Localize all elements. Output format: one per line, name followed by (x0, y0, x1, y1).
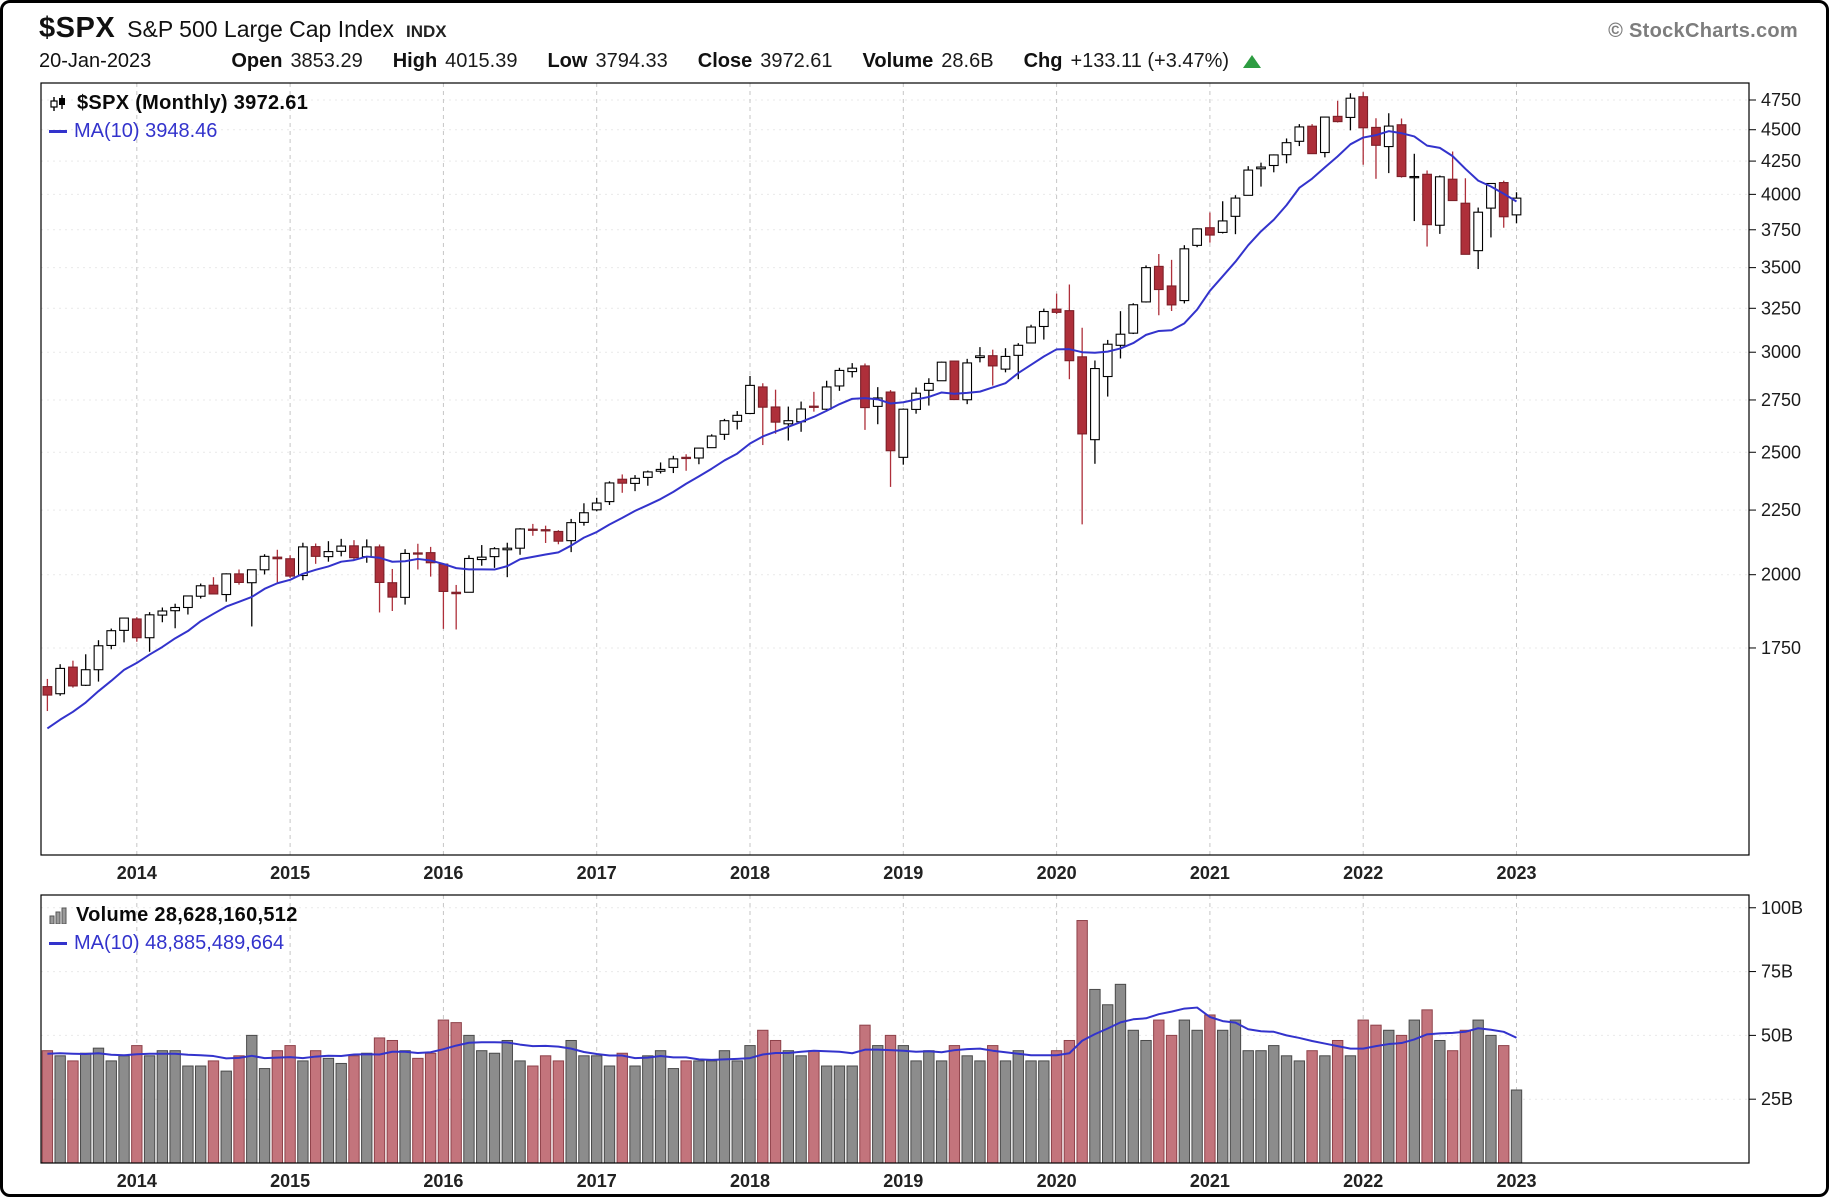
candlestick-icon (49, 94, 69, 112)
volume-bars (41, 920, 1523, 1164)
svg-text:2019: 2019 (883, 1171, 923, 1191)
chart-header: $SPX S&P 500 Large Cap Index INDX © StockC… (39, 12, 1798, 45)
symbol-name: S&P 500 Large Cap Index (127, 16, 394, 42)
svg-text:2018: 2018 (730, 863, 770, 883)
svg-text:2017: 2017 (577, 1171, 617, 1191)
change-up-triangle-icon (1243, 55, 1262, 68)
svg-text:2000: 2000 (1761, 565, 1801, 585)
svg-text:2014: 2014 (117, 1171, 157, 1191)
quote-close: Close 3972.61 (697, 50, 833, 72)
grid-layer (41, 83, 1749, 1163)
symbol-title-group: $SPX S&P 500 Large Cap Index INDX (39, 12, 447, 45)
svg-text:2021: 2021 (1190, 1171, 1230, 1191)
volume-bars-icon (49, 907, 68, 924)
volume-ma-legend-row: MA(10) 48,885,489,664 (49, 929, 298, 957)
svg-text:2250: 2250 (1761, 500, 1801, 520)
quote-open: Open 3853.29 (231, 50, 363, 72)
svg-text:4750: 4750 (1761, 90, 1801, 110)
quote-row: 20-Jan-2023 Open 3853.29 High 4015.39 Low 379… (39, 50, 1262, 73)
svg-text:2014: 2014 (117, 863, 157, 883)
svg-text:2023: 2023 (1496, 1171, 1536, 1191)
svg-text:2022: 2022 (1343, 863, 1383, 883)
volume-legend-label: Volume 28,628,160,512 (76, 903, 298, 926)
svg-text:2020: 2020 (1037, 1171, 1077, 1191)
svg-text:2750: 2750 (1761, 390, 1801, 410)
quote-volume: Volume 28.6B (862, 50, 994, 72)
volume-ma-label: MA(10) 48,885,489,664 (74, 931, 285, 954)
quote-high: High 4015.39 (392, 50, 518, 72)
price-legend-series-row: $SPX (Monthly) 3972.61 (49, 89, 308, 117)
quote-fields: Open 3853.29 High 4015.39 Low 3794.33 Close 397… (231, 50, 1229, 73)
svg-text:1750: 1750 (1761, 638, 1801, 658)
pane-frames (40, 82, 1750, 1164)
axis-labels: 4750 4500 4250 4000 3750 3500 3250 3000 2750 2500… (1749, 90, 1803, 1109)
svg-text:50B: 50B (1761, 1025, 1793, 1045)
exchange-label: INDX (406, 22, 447, 41)
svg-text:4500: 4500 (1761, 120, 1801, 140)
svg-text:2016: 2016 (423, 1171, 463, 1191)
volume-legend: Volume 28,628,160,512 MA(10) 48,885,489,… (49, 901, 298, 957)
svg-text:2018: 2018 (730, 1171, 770, 1191)
svg-text:25B: 25B (1761, 1089, 1793, 1109)
svg-text:2016: 2016 (423, 863, 463, 883)
volume-ma-line-swatch (49, 941, 67, 945)
stockcharts-copyright: © StockCharts.com (1608, 20, 1798, 42)
svg-text:2015: 2015 (270, 863, 310, 883)
svg-text:100B: 100B (1761, 898, 1803, 918)
svg-text:3000: 3000 (1761, 342, 1801, 362)
svg-text:4000: 4000 (1761, 184, 1801, 204)
svg-text:2017: 2017 (577, 863, 617, 883)
year-labels: 2014 2014 2015 2015 2016 2016 2017 2017 2018 2018… (117, 863, 1537, 1191)
price-ma-label: MA(10) 3948.46 (74, 119, 218, 142)
price-legend-label: $SPX (Monthly) 3972.61 (77, 91, 309, 114)
volume-legend-series-row: Volume 28,628,160,512 (49, 901, 298, 929)
svg-text:2022: 2022 (1343, 1171, 1383, 1191)
price-legend: $SPX (Monthly) 3972.61 MA(10) 3948.46 (49, 89, 308, 145)
quote-low: Low 3794.33 (547, 50, 668, 72)
symbol: $SPX (39, 12, 116, 44)
svg-text:2500: 2500 (1761, 442, 1801, 462)
svg-text:2021: 2021 (1190, 863, 1230, 883)
svg-text:3500: 3500 (1761, 258, 1801, 278)
svg-text:2023: 2023 (1496, 863, 1536, 883)
chart-canvas: 4750 4500 4250 4000 3750 3500 3250 3000 2750 2500… (40, 82, 1803, 1191)
svg-text:2015: 2015 (270, 1171, 310, 1191)
quote-chg: Chg +133.11 (+3.47%) (1023, 50, 1230, 72)
ma-line-swatch (49, 129, 67, 133)
svg-text:3250: 3250 (1761, 298, 1801, 318)
svg-text:3750: 3750 (1761, 220, 1801, 240)
svg-text:2020: 2020 (1037, 863, 1077, 883)
svg-text:4250: 4250 (1761, 151, 1801, 171)
quote-date: 20-Jan-2023 (39, 50, 152, 72)
price-ma-legend-row: MA(10) 3948.46 (49, 117, 308, 145)
svg-text:2019: 2019 (883, 863, 923, 883)
ma-overlays (46, 130, 1518, 1061)
candlesticks (42, 92, 1522, 712)
svg-text:75B: 75B (1761, 962, 1793, 982)
